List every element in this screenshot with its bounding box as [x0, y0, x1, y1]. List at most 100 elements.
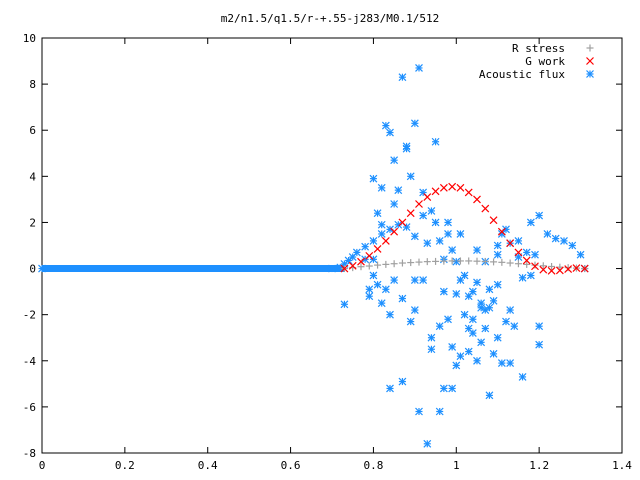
- data-point: [369, 174, 378, 183]
- data-point: [410, 119, 419, 128]
- x-tick-label: 0.6: [281, 459, 301, 472]
- data-point: [402, 142, 411, 151]
- data-point: [473, 278, 481, 287]
- data-point: [410, 276, 419, 285]
- data-point: [365, 292, 374, 301]
- data-point: [460, 310, 469, 319]
- data-point: [489, 349, 498, 358]
- data-point: [373, 209, 382, 218]
- data-point: [373, 245, 382, 253]
- x-tick-label: 1.4: [612, 459, 632, 472]
- x-tick-label: 0.8: [363, 459, 383, 472]
- data-point: [407, 259, 415, 267]
- data-point: [431, 218, 440, 227]
- data-point: [427, 333, 436, 342]
- legend-marker: [586, 44, 594, 52]
- data-point: [468, 315, 477, 324]
- data-point: [547, 266, 556, 275]
- y-tick-label: 0: [29, 263, 36, 276]
- data-point: [531, 250, 539, 259]
- data-point: [444, 315, 452, 324]
- data-point: [373, 280, 382, 289]
- data-point: [440, 257, 448, 265]
- data-point: [419, 276, 428, 285]
- data-point: [539, 262, 547, 270]
- data-point: [439, 384, 448, 393]
- y-tick-label: 4: [29, 170, 36, 183]
- data-point: [386, 128, 394, 137]
- data-point: [518, 273, 527, 282]
- data-point: [448, 384, 457, 393]
- data-point: [398, 73, 407, 82]
- data-point: [340, 300, 349, 309]
- data-point: [394, 186, 403, 195]
- data-point: [415, 200, 423, 208]
- data-point: [473, 246, 481, 255]
- data-point: [381, 285, 390, 294]
- y-tick-label: -4: [23, 355, 37, 368]
- data-point: [481, 324, 490, 333]
- data-point: [464, 188, 473, 197]
- data-point: [352, 248, 361, 257]
- data-point: [431, 187, 440, 196]
- data-point: [406, 172, 415, 181]
- data-point: [439, 183, 448, 192]
- data-point: [518, 372, 527, 381]
- data-point: [576, 250, 585, 259]
- data-point: [514, 260, 522, 268]
- data-point: [419, 211, 428, 220]
- data-point: [452, 257, 461, 266]
- data-point: [340, 264, 349, 273]
- data-point: [374, 261, 382, 269]
- data-point: [535, 340, 544, 349]
- data-point: [493, 241, 502, 250]
- data-point: [502, 317, 510, 326]
- data-point: [365, 262, 373, 270]
- data-point: [435, 322, 444, 331]
- data-point: [510, 322, 519, 331]
- data-point: [423, 193, 432, 202]
- data-point: [369, 271, 378, 280]
- data-point: [460, 271, 469, 280]
- data-point: [564, 265, 573, 273]
- data-point: [543, 230, 552, 238]
- axis-ticks: 0 0.2 0.4 0.6 0.8 1 1.2 1.4 -8 -6 -4 -2 0 2 4 6 8 10: [23, 32, 633, 472]
- data-point: [506, 259, 514, 267]
- x-tick-label: 1: [453, 459, 460, 472]
- data-point: [473, 195, 481, 204]
- chart-title: m2/n1.5/q1.5/r-+.55-j283/M0.1/512: [221, 12, 440, 25]
- data-point: [406, 209, 415, 218]
- data-point: [468, 287, 477, 296]
- data-point: [531, 261, 539, 269]
- data-point: [526, 218, 535, 227]
- data-point: [493, 333, 502, 342]
- data-point: [531, 262, 539, 271]
- y-tick-label: 6: [29, 124, 36, 137]
- data-point: [522, 248, 531, 257]
- data-point: [506, 306, 515, 314]
- data-point: [464, 347, 473, 356]
- data-point: [435, 407, 444, 416]
- data-point: [485, 391, 494, 400]
- data-point: [444, 218, 452, 227]
- data-point: [481, 257, 489, 265]
- x-tick-label: 1.2: [529, 459, 549, 472]
- data-point: [448, 182, 457, 191]
- data-point: [493, 280, 502, 289]
- data-point: [348, 261, 357, 270]
- data-point: [432, 257, 440, 265]
- data-point: [485, 285, 494, 294]
- data-point: [489, 296, 498, 305]
- legend-label: G work: [525, 55, 565, 68]
- series-layer: [38, 64, 589, 448]
- data-point: [390, 260, 398, 268]
- data-point: [439, 287, 448, 296]
- data-point: [431, 137, 440, 146]
- data-point: [523, 260, 531, 268]
- data-point: [490, 258, 498, 266]
- plot-frame: [41, 37, 623, 454]
- data-point: [357, 257, 365, 266]
- data-point: [497, 227, 506, 236]
- data-point: [548, 262, 556, 270]
